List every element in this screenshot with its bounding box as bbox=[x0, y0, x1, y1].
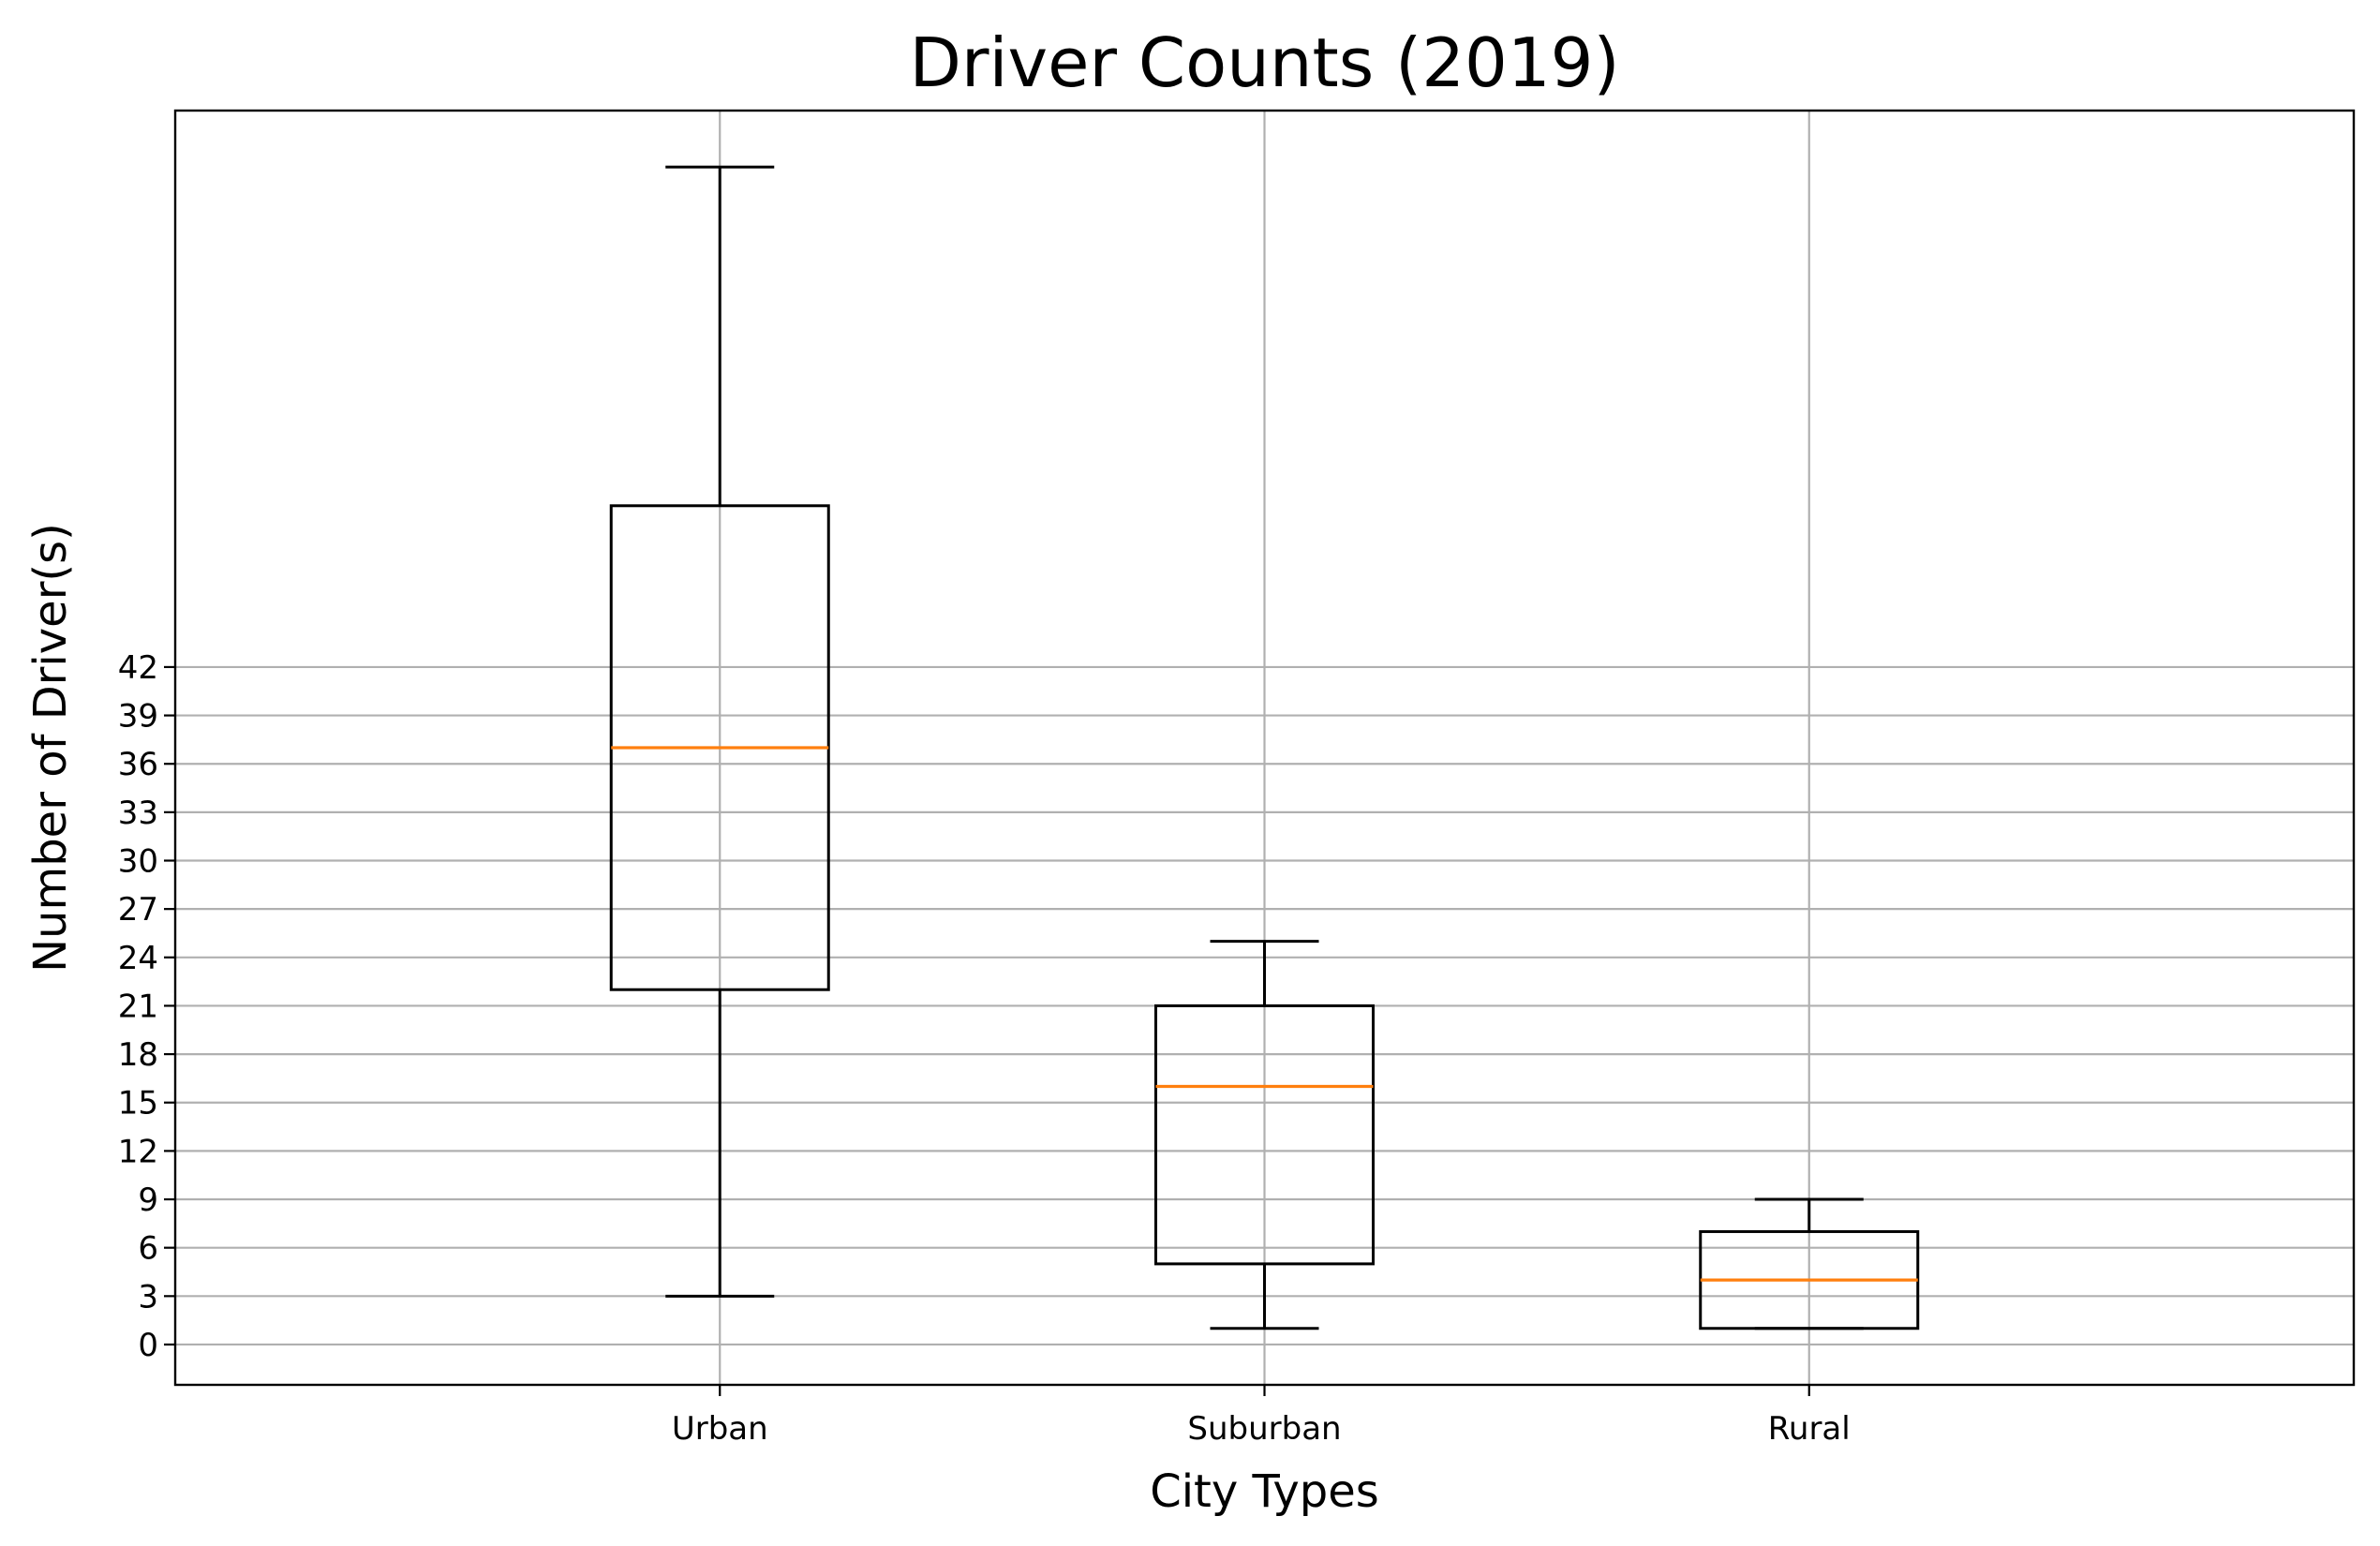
y-tick-label: 33 bbox=[118, 795, 158, 832]
y-tick-label: 21 bbox=[118, 988, 158, 1025]
y-tick-label: 30 bbox=[118, 843, 158, 881]
y-tick-label: 9 bbox=[138, 1182, 158, 1219]
interquartile-box bbox=[1154, 1003, 1375, 1266]
chart-title: Driver Counts (2019) bbox=[909, 23, 1619, 102]
box-plot-series bbox=[609, 165, 1920, 1330]
x-tick-label: Urban bbox=[672, 1410, 768, 1448]
y-tick-label: 6 bbox=[138, 1230, 158, 1268]
y-axis-label: Number of Driver(s) bbox=[24, 523, 77, 973]
y-tick-label: 12 bbox=[118, 1133, 158, 1170]
grid-lines bbox=[175, 111, 2354, 1385]
x-axis-ticks: Urban Suburban Rural bbox=[672, 1385, 1851, 1448]
box-rural bbox=[1699, 1197, 1920, 1330]
y-tick-label: 15 bbox=[118, 1085, 158, 1122]
x-tick-label: Suburban bbox=[1187, 1410, 1341, 1448]
x-axis-label: City Types bbox=[1150, 1465, 1379, 1518]
box-suburban bbox=[1154, 940, 1375, 1330]
x-tick-label: Rural bbox=[1768, 1410, 1851, 1448]
y-tick-label: 42 bbox=[118, 649, 158, 687]
y-tick-label: 18 bbox=[118, 1036, 158, 1074]
y-tick-label: 36 bbox=[118, 746, 158, 783]
y-tick-label: 24 bbox=[118, 940, 158, 977]
y-tick-label: 39 bbox=[118, 698, 158, 736]
y-tick-label: 3 bbox=[138, 1278, 158, 1316]
y-tick-label: 27 bbox=[118, 891, 158, 929]
y-tick-label: 0 bbox=[138, 1327, 158, 1364]
box-urban bbox=[609, 165, 830, 1298]
